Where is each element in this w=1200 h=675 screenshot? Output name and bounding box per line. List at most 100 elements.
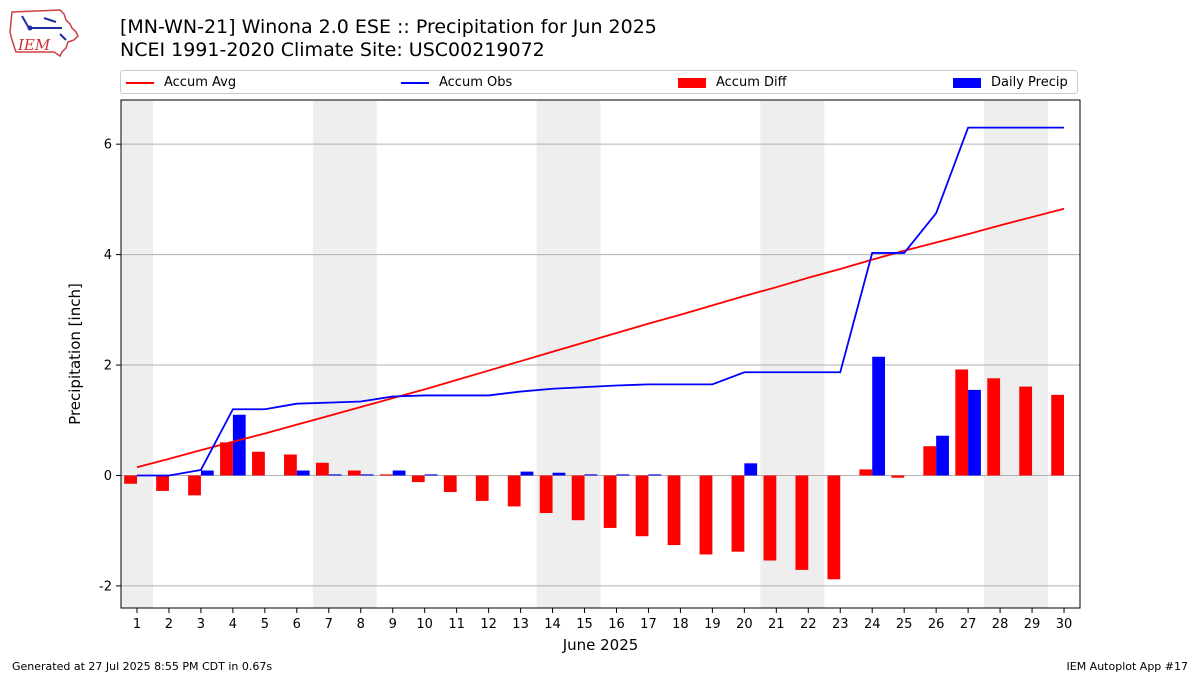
x-tick-label: 27 xyxy=(960,617,977,632)
x-tick-label: 24 xyxy=(864,617,881,632)
x-tick-label: 5 xyxy=(261,617,269,632)
x-tick-label: 18 xyxy=(672,617,689,632)
weekend-shade xyxy=(1016,100,1049,608)
daily-precip-bar xyxy=(936,435,949,476)
weekend-shade xyxy=(536,100,569,608)
legend-swatch-daily-precip xyxy=(953,77,981,88)
legend-label-accum-avg: Accum Avg xyxy=(164,75,237,90)
accum-diff-bar xyxy=(411,475,425,483)
legend-daily-precip: Daily Precip xyxy=(953,75,1068,90)
x-tick-label: 22 xyxy=(800,617,817,632)
accum-diff-bar xyxy=(156,475,169,491)
x-tick-label: 23 xyxy=(832,617,849,632)
daily-precip-bar xyxy=(328,474,342,476)
daily-precip-bar xyxy=(296,470,310,476)
accum-diff-bar xyxy=(1019,386,1033,476)
accum-diff-bar xyxy=(571,475,585,521)
x-tick-label: 13 xyxy=(512,617,529,632)
accum-diff-bar xyxy=(252,451,265,476)
daily-precip-bar xyxy=(520,471,534,476)
accum-diff-bar xyxy=(923,446,937,476)
x-tick-label: 12 xyxy=(480,617,497,632)
x-tick-label: 3 xyxy=(197,617,205,632)
legend-swatch-accum-diff xyxy=(678,77,706,88)
daily-precip-bar xyxy=(744,463,758,476)
x-tick-label: 25 xyxy=(896,617,913,632)
legend-swatch-accum-avg xyxy=(126,81,154,84)
accum-diff-bar xyxy=(1051,394,1065,476)
iem-logo: IEM xyxy=(9,9,79,58)
accum-diff-bar xyxy=(955,369,969,476)
x-tick-label: 21 xyxy=(768,617,785,632)
legend-label-daily-precip: Daily Precip xyxy=(991,75,1068,90)
footer-generated: Generated at 27 Jul 2025 8:55 PM CDT in … xyxy=(12,660,273,673)
chart-subtitle: NCEI 1991-2020 Climate Site: USC00219072 xyxy=(120,39,545,61)
y-axis-label: Precipitation [inch] xyxy=(66,283,84,425)
x-tick-label: 2 xyxy=(165,617,173,632)
accum-diff-bar xyxy=(507,475,521,507)
x-tick-label: 16 xyxy=(608,617,625,632)
accum-obs-line xyxy=(136,126,1065,477)
x-tick-label: 6 xyxy=(293,617,301,632)
accum-diff-bar xyxy=(667,475,681,546)
accum-avg-line xyxy=(136,207,1065,469)
x-tick-label: 4 xyxy=(229,617,237,632)
accum-diff-bar xyxy=(603,475,617,528)
daily-precip-bar xyxy=(968,389,981,476)
weekend-shade xyxy=(312,100,345,608)
x-tick-label: 1 xyxy=(133,617,141,632)
logo-text: IEM xyxy=(17,36,51,54)
accum-diff-bar xyxy=(379,474,393,476)
daily-precip-bar xyxy=(360,474,374,476)
x-tick-label: 26 xyxy=(928,617,945,632)
legend-accum-obs: Accum Obs xyxy=(401,75,512,90)
x-tick-label: 8 xyxy=(357,617,365,632)
accum-diff-bar xyxy=(699,475,713,555)
daily-precip-bar xyxy=(552,472,566,476)
accum-diff-bar xyxy=(635,475,649,537)
daily-precip-bar xyxy=(232,414,246,476)
x-tick-label: 19 xyxy=(704,617,721,632)
accum-diff-bar xyxy=(284,454,297,476)
legend: Accum Avg Accum Obs Accum Diff Daily Pre… xyxy=(120,70,1078,94)
x-tick-label: 28 xyxy=(992,617,1009,632)
accum-diff-bar xyxy=(315,462,329,476)
x-axis-label: June 2025 xyxy=(562,636,639,654)
legend-label-accum-diff: Accum Diff xyxy=(716,75,787,90)
x-tick-label: 17 xyxy=(640,617,657,632)
y-tick-label: -2 xyxy=(99,579,112,594)
accum-diff-bar xyxy=(827,475,841,580)
x-tick-label: 30 xyxy=(1056,617,1073,632)
chart-title: [MN-WN-21] Winona 2.0 ESE :: Precipitati… xyxy=(120,16,657,38)
x-tick-label: 20 xyxy=(736,617,753,632)
accum-diff-bar xyxy=(987,378,1001,476)
footer-app: IEM Autoplot App #17 xyxy=(1066,660,1189,673)
daily-precip-bar xyxy=(584,474,598,476)
daily-precip-bar xyxy=(424,474,438,476)
accum-diff-bar xyxy=(124,475,137,484)
accum-diff-bar xyxy=(220,442,233,476)
daily-precip-bar xyxy=(200,470,214,476)
y-tick-label: 0 xyxy=(104,469,112,484)
accum-diff-bar xyxy=(443,475,457,493)
weekend-shade xyxy=(121,100,153,608)
accum-diff-bar xyxy=(188,475,201,496)
plot-frame xyxy=(120,99,1081,609)
daily-precip-bar xyxy=(616,474,630,476)
weekend-shade xyxy=(984,100,1017,608)
accum-diff-bar xyxy=(731,475,745,552)
x-tick-label: 14 xyxy=(544,617,561,632)
x-tick-label: 29 xyxy=(1024,617,1041,632)
accum-diff-bar xyxy=(539,475,553,514)
x-tick-label: 9 xyxy=(389,617,397,632)
accum-diff-bar xyxy=(475,475,489,501)
x-tick-label: 10 xyxy=(416,617,433,632)
x-tick-label: 7 xyxy=(325,617,333,632)
weekend-shade xyxy=(568,100,601,608)
legend-accum-avg: Accum Avg xyxy=(126,75,236,90)
accum-diff-bar xyxy=(763,475,777,561)
accum-diff-bar xyxy=(891,475,905,478)
legend-swatch-accum-obs xyxy=(401,81,429,84)
legend-label-accum-obs: Accum Obs xyxy=(439,75,513,90)
